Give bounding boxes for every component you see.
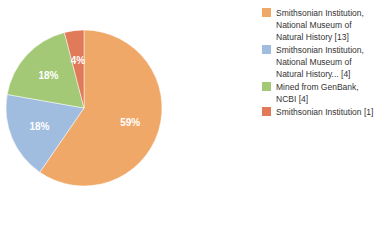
data-labels: 59% 18% 18% 4% [29,55,140,133]
chart: 59% 18% 18% 4% Smithsonian Institution, Nati… [0,0,380,240]
legend-swatch [262,45,271,54]
legend-label: Smithsonian Institution, National Museum… [276,45,366,79]
data-label: 59% [120,117,140,128]
pie [6,30,162,186]
legend-swatch [262,107,271,116]
data-label: 18% [29,121,49,132]
data-label: 4% [71,55,86,66]
pie-slice [64,30,84,108]
legend-label: Smithsonian Institution, National Museum… [276,8,366,42]
legend-swatch [262,82,271,91]
legend-swatch [262,8,271,17]
legend-label: Mined from GenBank, NCBI [4] [276,82,361,104]
data-label: 18% [38,70,58,81]
legend: Smithsonian Institution, National Museum… [262,8,373,117]
legend-label: Smithsonian Institution [1] [276,107,373,117]
